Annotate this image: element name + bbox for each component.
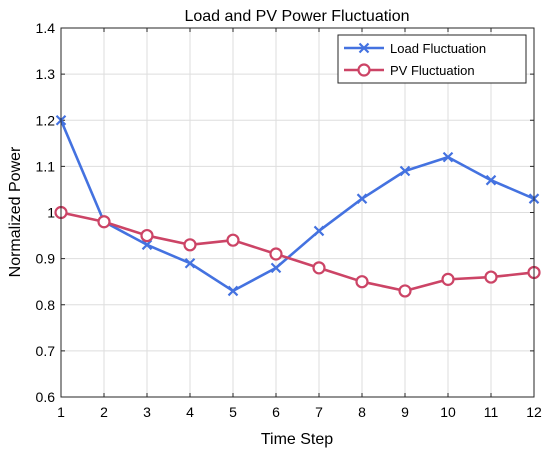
series-line-2 bbox=[60, 211, 535, 293]
y-axis-label: Normalized Power bbox=[7, 146, 24, 277]
series-1-point bbox=[270, 262, 282, 274]
series-1-point bbox=[356, 193, 368, 204]
chart-title: Load and PV Power Fluctuation bbox=[184, 8, 409, 25]
y-tick-label: 1 bbox=[47, 205, 55, 221]
x-axis-label: Time Step bbox=[261, 431, 333, 448]
x-tick-label: 9 bbox=[401, 404, 409, 420]
x-tick-label: 3 bbox=[143, 404, 151, 420]
legend-box bbox=[337, 34, 527, 84]
series-1-point bbox=[141, 239, 153, 251]
series-2-point bbox=[140, 228, 154, 243]
x-tick-label: 6 bbox=[272, 404, 280, 420]
y-tick-label: 1.2 bbox=[36, 112, 56, 128]
y-tick-label: 0.9 bbox=[36, 251, 56, 267]
series-2-point bbox=[484, 270, 498, 284]
legend-label-2: PV Fluctuation bbox=[390, 63, 475, 78]
series-line-1 bbox=[59, 119, 535, 293]
series-2-point bbox=[269, 247, 283, 261]
series-1-point bbox=[485, 174, 497, 186]
series-2-point bbox=[312, 261, 326, 275]
plot-area: 1 2 3 4 5 6 7 8 9 10 11 120.60.70.80.911.11.21.31.4… bbox=[36, 20, 542, 420]
series-1-point bbox=[184, 257, 196, 269]
x-tick-label: 2 bbox=[100, 404, 108, 420]
y-tick-label: 0.7 bbox=[36, 343, 56, 359]
series-2-point bbox=[441, 272, 455, 286]
x-tick-label: 10 bbox=[440, 404, 456, 420]
x-tick-label: 4 bbox=[186, 404, 194, 420]
x-tick-label: 1 bbox=[57, 404, 65, 420]
legend-marker-1 bbox=[358, 42, 370, 54]
series-2-point bbox=[97, 215, 111, 229]
series-2-point bbox=[183, 238, 197, 252]
y-tick-label: 1.4 bbox=[36, 20, 56, 36]
y-tick-label: 0.8 bbox=[36, 297, 56, 313]
x-tick-label: 11 bbox=[484, 404, 499, 420]
legend-label-1: Load Fluctuation bbox=[390, 41, 486, 56]
axes-box bbox=[60, 27, 535, 398]
series-1-point bbox=[227, 285, 239, 297]
series-2-point bbox=[398, 284, 412, 298]
x-tick-label: 5 bbox=[229, 404, 237, 420]
x-tick-label: 12 bbox=[526, 404, 542, 420]
series-1-point bbox=[313, 225, 325, 237]
series-1-point bbox=[442, 151, 454, 163]
x-tick-label: 8 bbox=[358, 404, 366, 420]
legend-marker-2 bbox=[357, 63, 371, 77]
x-tick-label: 7 bbox=[315, 404, 323, 420]
y-tick-label: 0.6 bbox=[36, 389, 56, 405]
series-2-point bbox=[226, 233, 240, 247]
y-tick-label: 1.3 bbox=[36, 66, 56, 82]
series-2-point bbox=[355, 275, 369, 289]
y-tick-label: 1.1 bbox=[36, 158, 56, 174]
series-1-point bbox=[399, 165, 411, 177]
